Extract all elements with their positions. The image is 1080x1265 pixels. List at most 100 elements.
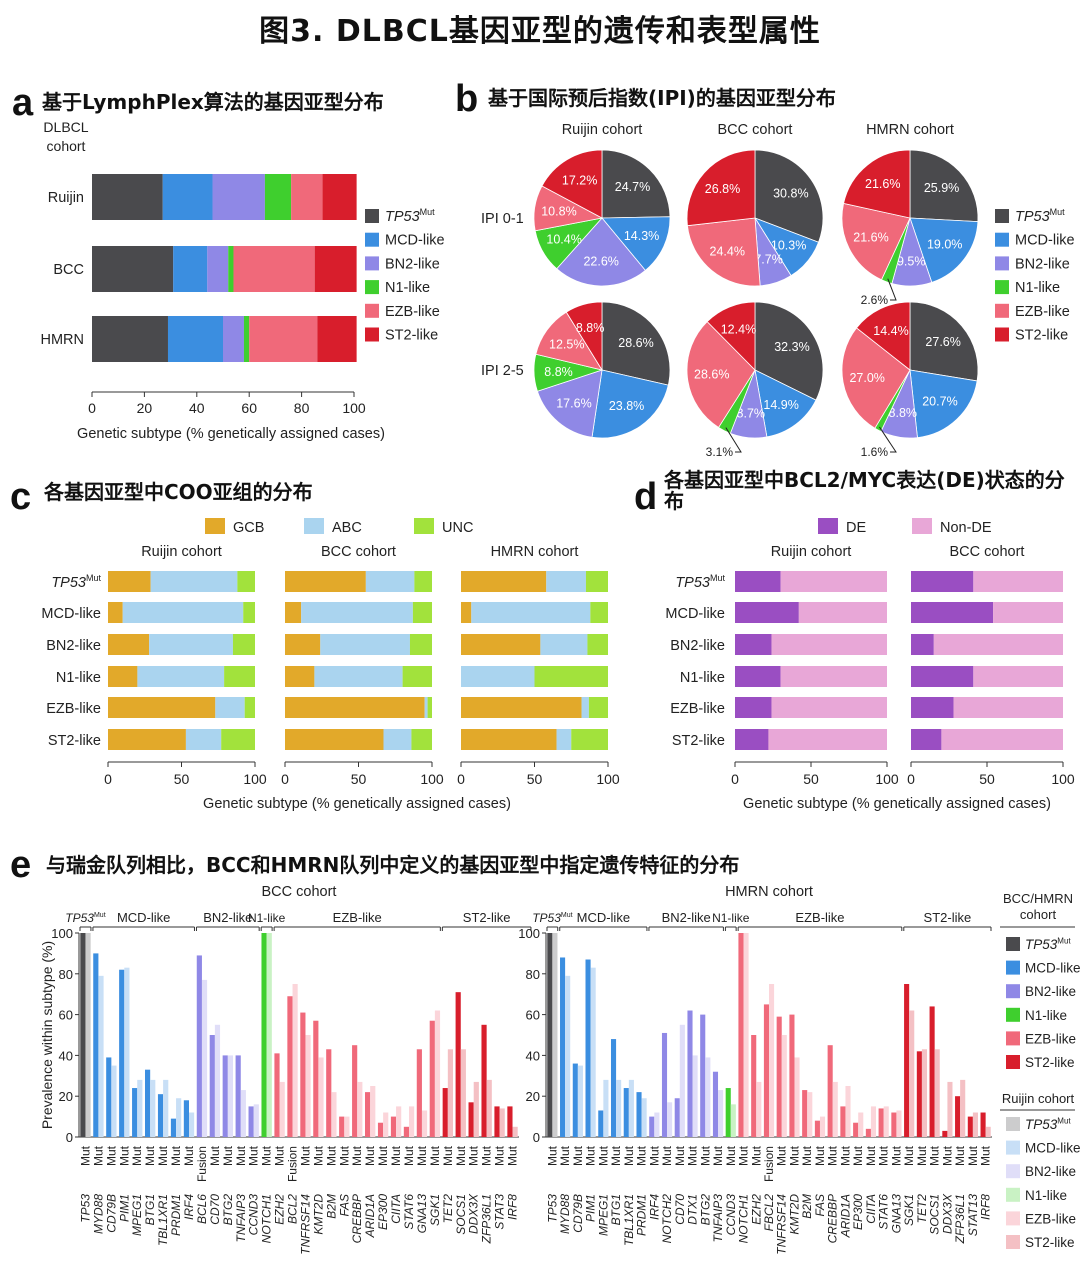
panel-c-bar-GCB [285, 571, 366, 592]
panel-e-gene-label: TP53 [545, 1194, 559, 1223]
panel-c-bar-GCB [285, 666, 315, 687]
panel-b-slice-label: 17.2% [562, 174, 597, 188]
panel-a-bar-MCD [162, 174, 213, 220]
panel-a-legend-BN2-swatch [365, 256, 379, 271]
panel-e-alteration-label: Mut [979, 1145, 993, 1166]
panel-d-bar-DE [911, 602, 994, 623]
panel-e-bar-main [261, 933, 267, 1137]
panel-c-bar-ABC [556, 729, 572, 750]
panel-d-bar-DE [735, 634, 772, 655]
panel-b-slice-TP53 [601, 149, 671, 219]
panel-b-slice-label: 24.7% [615, 180, 650, 194]
panel-e-bar-ruijin [189, 1112, 195, 1137]
panel-e-bar-main [789, 1014, 795, 1137]
panel-e-bar-ruijin [679, 1024, 685, 1137]
panel-b-legend-N1-swatch [995, 280, 1009, 295]
panel-e-gene-label: TNFRSF14 [298, 1194, 312, 1255]
panel-e-bar-main [222, 1055, 228, 1137]
panel-e-gene-label: IRF4 [647, 1194, 661, 1220]
panel-e-gene-label: TET2 [915, 1194, 929, 1224]
panel-e-bar-main [157, 1094, 164, 1137]
panel-e-bar-ruijin [641, 1098, 647, 1137]
panel-d-legend-DE-label: DE [846, 520, 866, 536]
panel-b-slice-label: 21.6% [865, 177, 900, 191]
panel-e-gene-label: PIM1 [584, 1194, 598, 1222]
panel-c-title: 各基因亚型中COO亚组的分布 [44, 480, 313, 504]
panel-d-category-label: N1-like [680, 670, 725, 686]
panel-e-bar-ruijin [794, 1057, 800, 1137]
panel-e-alteration-label: Mut [698, 1145, 712, 1166]
panel-e-gene-label: CCND3 [724, 1194, 738, 1236]
panel-b-slice-label: 21.6% [853, 230, 888, 244]
panel-e-bar-main [598, 1110, 604, 1137]
panel-e-bar-ruijin [654, 1112, 660, 1137]
panel-e-gene-label: EP300 [851, 1194, 865, 1230]
panel-e-bar-main [300, 1012, 306, 1137]
panel-e-group-label: EZB-like [333, 910, 382, 925]
panel-e-legend-EZB-swatch [1006, 1031, 1020, 1046]
panel-e-alteration-label: Mut [584, 1145, 598, 1166]
panel-e-bar-main [560, 957, 566, 1137]
panel-e-legend-MCD-swatch [1006, 960, 1020, 975]
panel-b-legend-MCD-swatch [995, 232, 1009, 247]
panel-b-slice-MCD [591, 369, 669, 439]
panel-d-bar-NonDE [798, 602, 887, 623]
panel-c-bar-ABC [150, 571, 238, 592]
panel-c-bar-ABC [122, 602, 244, 623]
panel-e-alteration-label: Mut [558, 1145, 572, 1166]
panel-a-x-tick-label: 20 [137, 400, 153, 416]
panel-e-bar-ruijin [409, 1106, 415, 1137]
panel-e-cohort-title: HMRN cohort [725, 884, 813, 900]
panel-e-gene-label: STAT3 [493, 1194, 507, 1230]
panel-a-bar-BN2 [212, 174, 265, 220]
panel-b-legend-ST2-label: ST2-like [1015, 328, 1068, 344]
panel-c-x-tick-label: 50 [351, 771, 367, 787]
panel-e-chart: Prevalence within subtype (%) BCC cohort 0… [39, 884, 1080, 1255]
panel-c-bar-UNC [585, 571, 608, 592]
panel-e-gene-label: CREBBP [350, 1194, 364, 1243]
panel-a-bar-N1 [243, 316, 250, 362]
panel-e-bar-main [547, 933, 553, 1137]
panel-e-gene-label: ZFP36L1 [480, 1194, 494, 1244]
panel-e-alteration-label: Mut [91, 1145, 105, 1166]
panel-e-bar-ruijin [253, 1104, 259, 1137]
panel-b-slice-label: 19.0% [927, 237, 962, 251]
panel-b-slice-label: 7.7% [754, 252, 783, 266]
panel-a-bar-BN2 [207, 246, 229, 292]
panel-e-gene-label: TBL1XR1 [622, 1194, 636, 1246]
panel-a-bar-TP53 [92, 246, 174, 292]
panel-c-legend-ABC-label: ABC [332, 520, 362, 536]
panel-a-legend-TP53-swatch [365, 209, 379, 223]
panel-e-legend-ruijin-BN2-swatch [1006, 1164, 1020, 1179]
panel-a-bar-EZB [249, 316, 318, 362]
panel-a-x-tick-label: 40 [189, 400, 205, 416]
panel-b-slice-label: 9.5% [897, 255, 926, 269]
panel-b-slice-label: 12.5% [549, 337, 584, 351]
panel-e-gene-label: TP53 [78, 1194, 92, 1223]
panel-c-bar-UNC [237, 571, 255, 592]
panel-e-legend-BN2-swatch [1006, 984, 1020, 999]
panel-a-x-axis-label: Genetic subtype (% genetically assigned … [77, 426, 385, 442]
panel-e-gene-label: ZFP36L1 [953, 1194, 967, 1244]
panel-e-alteration-label: Mut [467, 1145, 481, 1166]
panel-e-gene-label: SGK1 [428, 1194, 442, 1226]
panel-e-gene-label: EZH2 [749, 1194, 763, 1225]
panel-e-alteration-label: Mut [221, 1145, 235, 1166]
panel-c-cohort-title: BCC cohort [321, 544, 396, 560]
panel-b-ipi-label: IPI 2-5 [481, 363, 524, 379]
panel-a-chart: DLBCL cohort Ruijin BCC HMRN 0 20 40 60 80 100 Gene… [41, 119, 445, 442]
panel-e-bar-main [827, 1045, 833, 1137]
panel-c-bar-ABC [365, 571, 415, 592]
panel-a-bar-BN2 [223, 316, 244, 362]
panel-d-bar-NonDE [780, 571, 887, 592]
panel-e-bar-ruijin [150, 1079, 156, 1137]
panel-d-legend-DE-swatch [818, 518, 838, 534]
panel-e-bar-ruijin [628, 1079, 634, 1137]
panel-c-legend-UNC-label: UNC [442, 520, 473, 536]
panel-e-gene-label: PRDM1 [635, 1194, 649, 1236]
panel-e-gene-label: BTG1 [609, 1194, 623, 1225]
panel-e-alteration-label: Mut [902, 1145, 916, 1166]
panel-c-legend-GCB-swatch [205, 518, 225, 534]
panel-c-bar-GCB [461, 571, 547, 592]
panel-b-slice-label: 28.6% [694, 368, 729, 382]
